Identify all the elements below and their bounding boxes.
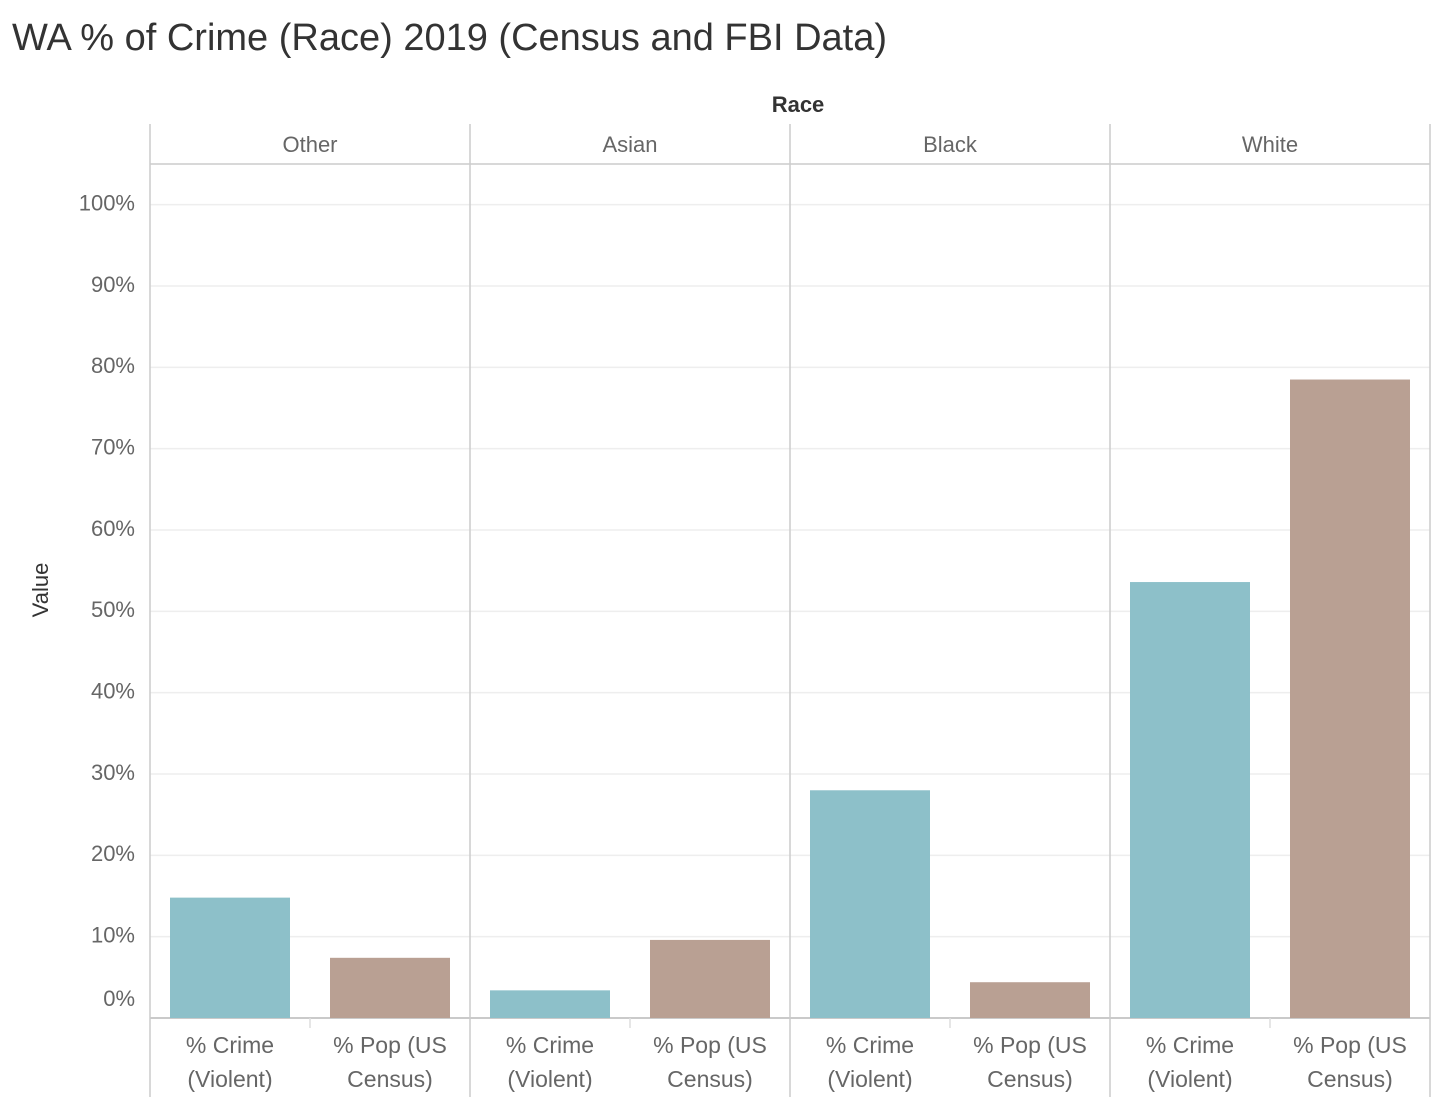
panel-label: Other <box>282 132 337 157</box>
x-tick-label: % Pop (US Census) <box>973 1032 1087 1092</box>
y-tick-label: 70% <box>91 434 135 459</box>
bar <box>810 790 930 1018</box>
facet-label: Race <box>772 92 825 117</box>
panel-label: Black <box>923 132 978 157</box>
x-tick-label: % Pop (US Census) <box>1293 1032 1407 1092</box>
x-tick-label: % Crime (Violent) <box>1145 1032 1235 1092</box>
chart-title: WA % of Crime (Race) 2019 (Census and FB… <box>12 17 887 59</box>
panel-label: White <box>1242 132 1298 157</box>
bar <box>330 957 450 1018</box>
bar <box>650 939 770 1018</box>
y-tick-label: 40% <box>91 678 135 703</box>
x-tick-label: % Pop (US Census) <box>653 1032 767 1092</box>
y-tick-label: 20% <box>91 841 135 866</box>
y-tick-label: 80% <box>91 353 135 378</box>
x-tick-label: % Crime (Violent) <box>185 1032 275 1092</box>
y-tick-label: 10% <box>91 922 135 947</box>
x-tick-label: % Pop (US Census) <box>333 1032 447 1092</box>
y-tick-label: 50% <box>91 597 135 622</box>
bar <box>970 982 1090 1018</box>
y-tick-label: 0% <box>103 986 135 1011</box>
y-tick-label: 60% <box>91 516 135 541</box>
bar <box>1290 379 1410 1018</box>
bar <box>490 990 610 1018</box>
y-tick-label: 90% <box>91 272 135 297</box>
bar <box>1130 582 1250 1018</box>
bar <box>170 897 290 1018</box>
y-tick-label: 30% <box>91 760 135 785</box>
x-tick-label: % Crime (Violent) <box>505 1032 595 1092</box>
y-axis-title: Value <box>28 563 53 618</box>
x-tick-label: % Crime (Violent) <box>825 1032 915 1092</box>
y-tick-label: 100% <box>79 190 135 215</box>
panel-label: Asian <box>602 132 657 157</box>
